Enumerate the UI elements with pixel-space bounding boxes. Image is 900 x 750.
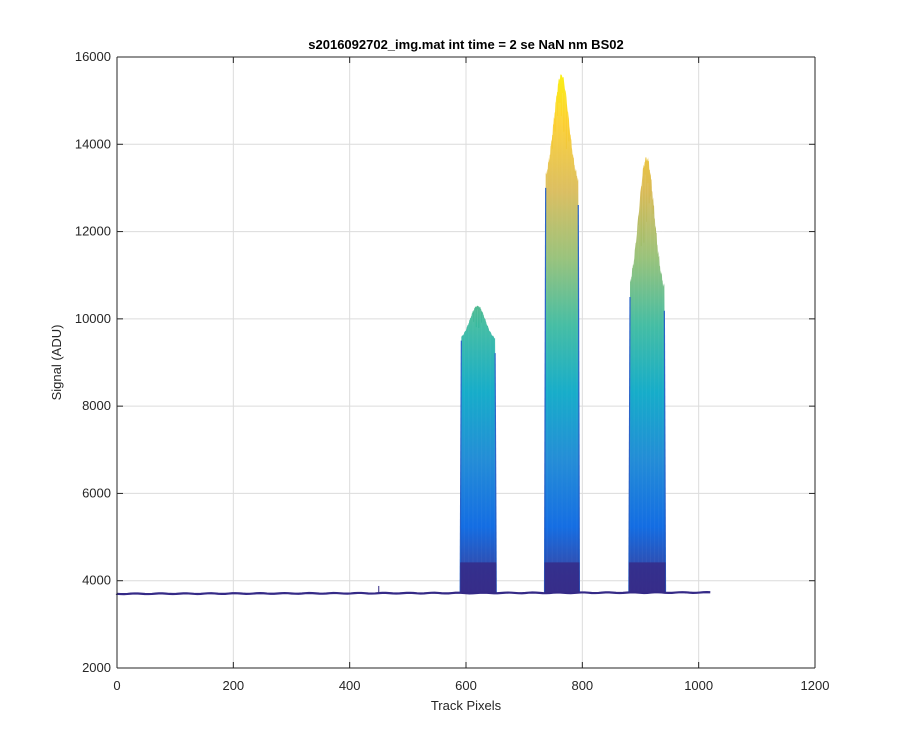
baseline-line: [115, 591, 711, 596]
x-tick-label: 400: [339, 678, 361, 693]
peak-edge-right: [494, 353, 497, 593]
peak-edge-left: [459, 340, 462, 593]
y-tick-label: 14000: [75, 136, 111, 151]
y-tick-label: 12000: [75, 224, 111, 239]
peak-edge-left: [628, 297, 631, 593]
peak-3: [628, 157, 667, 593]
x-tick-label: 800: [571, 678, 593, 693]
data-layer: [115, 74, 711, 596]
x-tick-label: 1000: [684, 678, 713, 693]
peak-fill: [544, 74, 580, 593]
peak-base-band: [628, 562, 666, 593]
peak-edge-right: [663, 310, 667, 593]
peak-base-band: [544, 562, 580, 593]
x-tick-label: 200: [222, 678, 244, 693]
y-tick-label: 16000: [75, 49, 111, 64]
axes: [116, 56, 816, 669]
peak-2: [543, 74, 581, 593]
chart-title: s2016092702_img.mat int time = 2 se NaN …: [308, 37, 623, 52]
y-tick-label: 6000: [82, 485, 111, 500]
x-axis-label: Track Pixels: [431, 698, 502, 713]
x-tick-label: 600: [455, 678, 477, 693]
x-tick-label: 1200: [801, 678, 830, 693]
peak-fill: [628, 157, 666, 593]
tick-labels: 0 200 400 600 800 1000 1200 2000 4000 6000 8000 100…: [75, 49, 830, 693]
peak-edge-right: [577, 204, 581, 593]
plot-area: 0 200 400 600 800 1000 1200 2000 4000 6000 8000 100…: [75, 49, 830, 693]
peak-fill: [460, 305, 497, 593]
x-tick-label: 0: [113, 678, 120, 693]
y-tick-label: 2000: [82, 660, 111, 675]
peak-base-band: [460, 562, 497, 593]
peak-1: [459, 305, 497, 593]
y-tick-label: 10000: [75, 311, 111, 326]
y-tick-label: 4000: [82, 573, 111, 588]
baseline-trace: [115, 585, 711, 596]
peak-edge-left: [543, 187, 547, 593]
y-axis-label: Signal (ADU): [49, 325, 64, 401]
y-tick-label: 8000: [82, 398, 111, 413]
